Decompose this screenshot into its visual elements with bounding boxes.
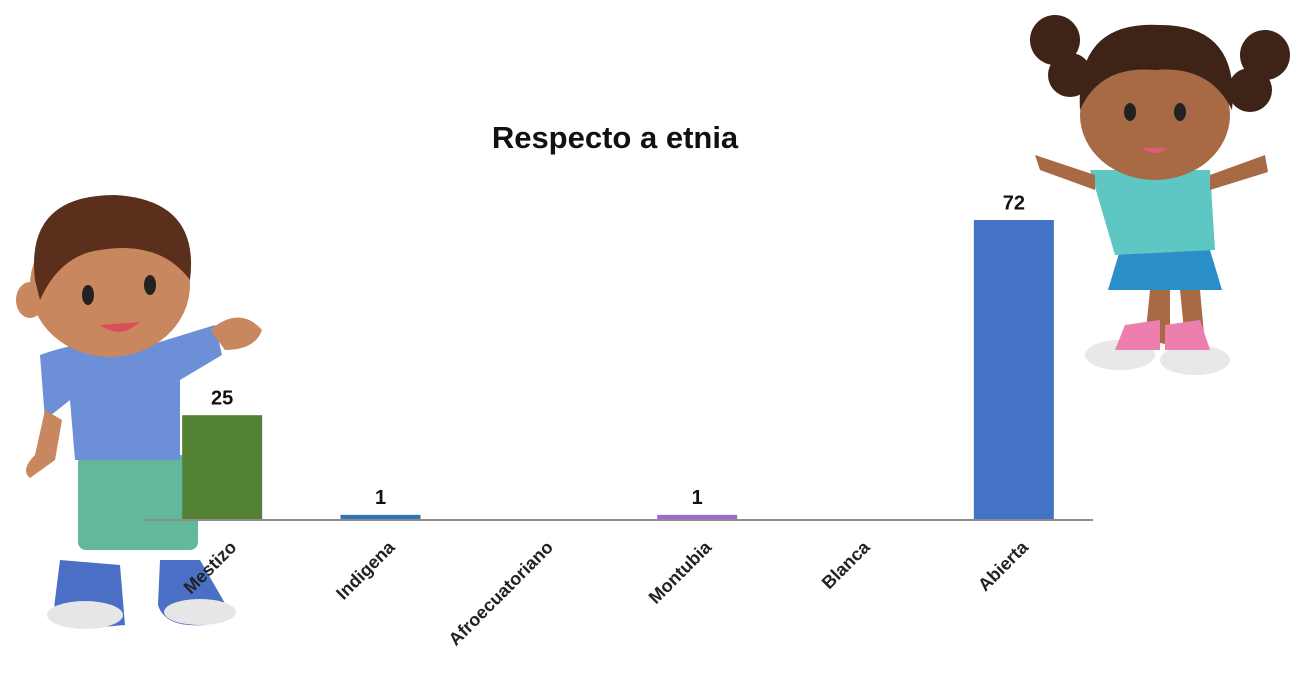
value-label: 25 <box>211 387 233 409</box>
bar <box>657 514 738 519</box>
x-tick-label: Afroecuatoriano <box>445 537 557 649</box>
x-tick-label: Abierta <box>974 536 1033 595</box>
value-label: 72 <box>1003 192 1025 214</box>
x-tick-label: Indigena <box>332 536 399 603</box>
chart-title: Respecto a etnia <box>492 120 739 155</box>
bar <box>182 415 263 519</box>
boy-illustration <box>16 195 262 629</box>
girl-illustration <box>1030 15 1290 375</box>
x-tick-label: Blanca <box>818 536 875 593</box>
value-label: 1 <box>692 487 703 509</box>
value-label: 1 <box>375 487 386 509</box>
x-tick-label: Montubia <box>645 536 716 607</box>
bar <box>973 220 1054 519</box>
bar <box>340 514 421 519</box>
